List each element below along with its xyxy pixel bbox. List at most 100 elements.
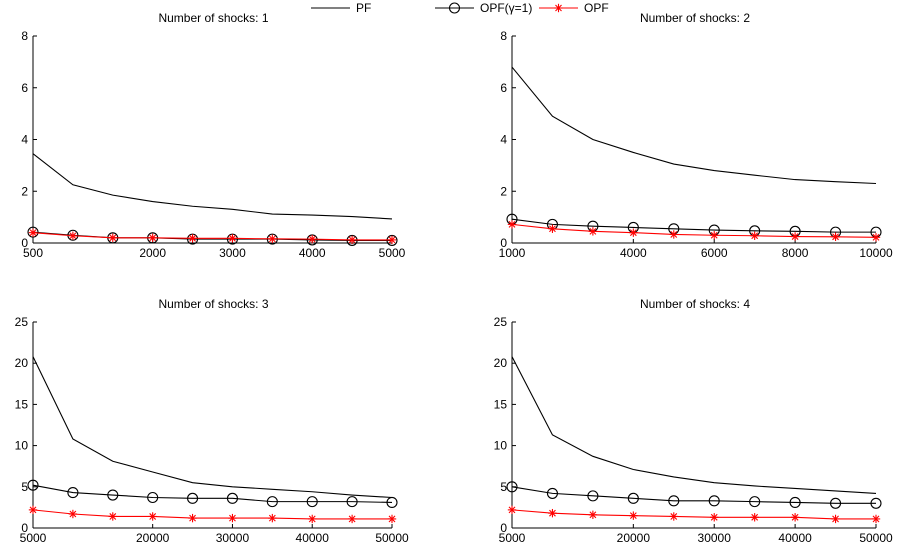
y-tick-label: 6 (500, 81, 507, 95)
chart-panel-2: Number of shocks: 2 0 2 4 6 8 1000 4000 6000 8000… (499, 11, 893, 260)
data-point (306, 234, 318, 246)
data-point (306, 496, 318, 508)
data-point (629, 511, 638, 520)
data-point (749, 496, 761, 508)
data-point (790, 232, 800, 241)
data-point (188, 234, 197, 243)
data-point (831, 514, 840, 524)
chart-title: Number of shocks: 4 (640, 297, 750, 311)
data-point (871, 233, 881, 242)
data-point (507, 220, 517, 229)
series-opf-1 (27, 479, 398, 509)
x-tick-label: 5000 (499, 531, 526, 545)
legend-item-opf-1: OPF(γ=1) (435, 1, 532, 15)
y-tick-label: 10 (494, 439, 508, 453)
data-point (386, 496, 398, 509)
data-point (68, 231, 78, 240)
data-point (27, 226, 39, 238)
series-pf (32, 153, 393, 220)
x-tick-label: 1000 (499, 246, 526, 260)
data-point (228, 513, 237, 523)
x-tick-label: 20000 (136, 531, 170, 545)
data-point (831, 232, 840, 241)
x-tick-label: 40000 (296, 531, 330, 545)
chart-title: Number of shocks: 3 (158, 297, 268, 311)
series-line (32, 509, 392, 520)
y-tick-label: 5 (21, 480, 28, 494)
data-point (28, 505, 38, 515)
data-point (346, 496, 358, 508)
series-line (32, 153, 393, 220)
data-point (147, 491, 159, 504)
y-tick-label: 8 (500, 29, 507, 43)
data-point (188, 513, 197, 523)
data-point (226, 492, 238, 504)
data-point (68, 509, 78, 519)
x-tick-label: 50000 (859, 531, 893, 545)
data-point (148, 512, 157, 521)
x-tick-label: 4000 (620, 246, 647, 260)
x-tick-label: 30000 (698, 531, 732, 545)
y-tick-label: 15 (494, 397, 508, 411)
y-tick-label: 20 (494, 356, 508, 370)
series-opf-1 (506, 213, 882, 238)
legend-label: OPF(γ=1) (480, 1, 532, 15)
series-line (32, 232, 392, 241)
data-point (266, 496, 278, 508)
x-tick-label: 4000 (299, 246, 326, 260)
x-tick-label: 2000 (139, 246, 166, 260)
data-point (308, 514, 317, 524)
legend-label: PF (356, 1, 371, 15)
series-pf (511, 66, 877, 185)
x-tick-label: 20000 (617, 531, 651, 545)
y-tick-label: 0 (500, 236, 507, 250)
series-line (511, 66, 877, 185)
y-tick-label: 20 (15, 356, 29, 370)
x-tick-label: 30000 (216, 531, 250, 545)
legend-marker (554, 3, 563, 13)
y-tick-label: 4 (500, 133, 507, 147)
legend-item-pf: PF (311, 1, 371, 15)
legend: PF OPF(γ=1) OPF (311, 1, 609, 15)
series-opf-1 (506, 481, 882, 509)
chart-panel-1: Number of shocks: 1 0 2 4 6 8 500 2000 3000 4000 5… (21, 11, 405, 260)
series-line (511, 218, 876, 233)
y-tick-label: 8 (21, 29, 28, 43)
series-line (511, 509, 876, 520)
data-point (627, 492, 639, 504)
data-point (548, 224, 557, 233)
data-point (789, 496, 801, 509)
x-tick-label: 40000 (778, 531, 812, 545)
x-tick-label: 5000 (20, 531, 47, 545)
y-tick-label: 25 (494, 315, 508, 329)
data-point (107, 489, 119, 501)
legend-label: OPF (584, 1, 609, 15)
data-point (669, 230, 678, 239)
data-point (108, 233, 117, 243)
data-point (548, 508, 557, 518)
data-point (506, 481, 518, 493)
data-point (228, 234, 237, 243)
data-point (790, 513, 800, 522)
data-point (629, 228, 638, 237)
x-tick-label: 3000 (219, 246, 246, 260)
data-point (268, 234, 277, 244)
x-tick-label: 6000 (701, 246, 728, 260)
x-tick-label: 10000 (859, 246, 893, 260)
y-tick-label: 15 (15, 397, 29, 411)
series-line (32, 356, 393, 499)
data-point (871, 514, 881, 524)
data-point (308, 234, 317, 244)
series-pf (511, 356, 877, 494)
data-point (28, 228, 38, 237)
series-opf (507, 505, 881, 524)
data-point (108, 512, 117, 521)
data-point (187, 233, 199, 245)
chart-title: Number of shocks: 1 (158, 11, 268, 25)
data-point (268, 513, 277, 523)
series-line (511, 486, 876, 504)
data-point (347, 514, 357, 524)
data-point (148, 233, 157, 243)
x-tick-label: 500 (23, 246, 43, 260)
data-point (830, 497, 842, 509)
